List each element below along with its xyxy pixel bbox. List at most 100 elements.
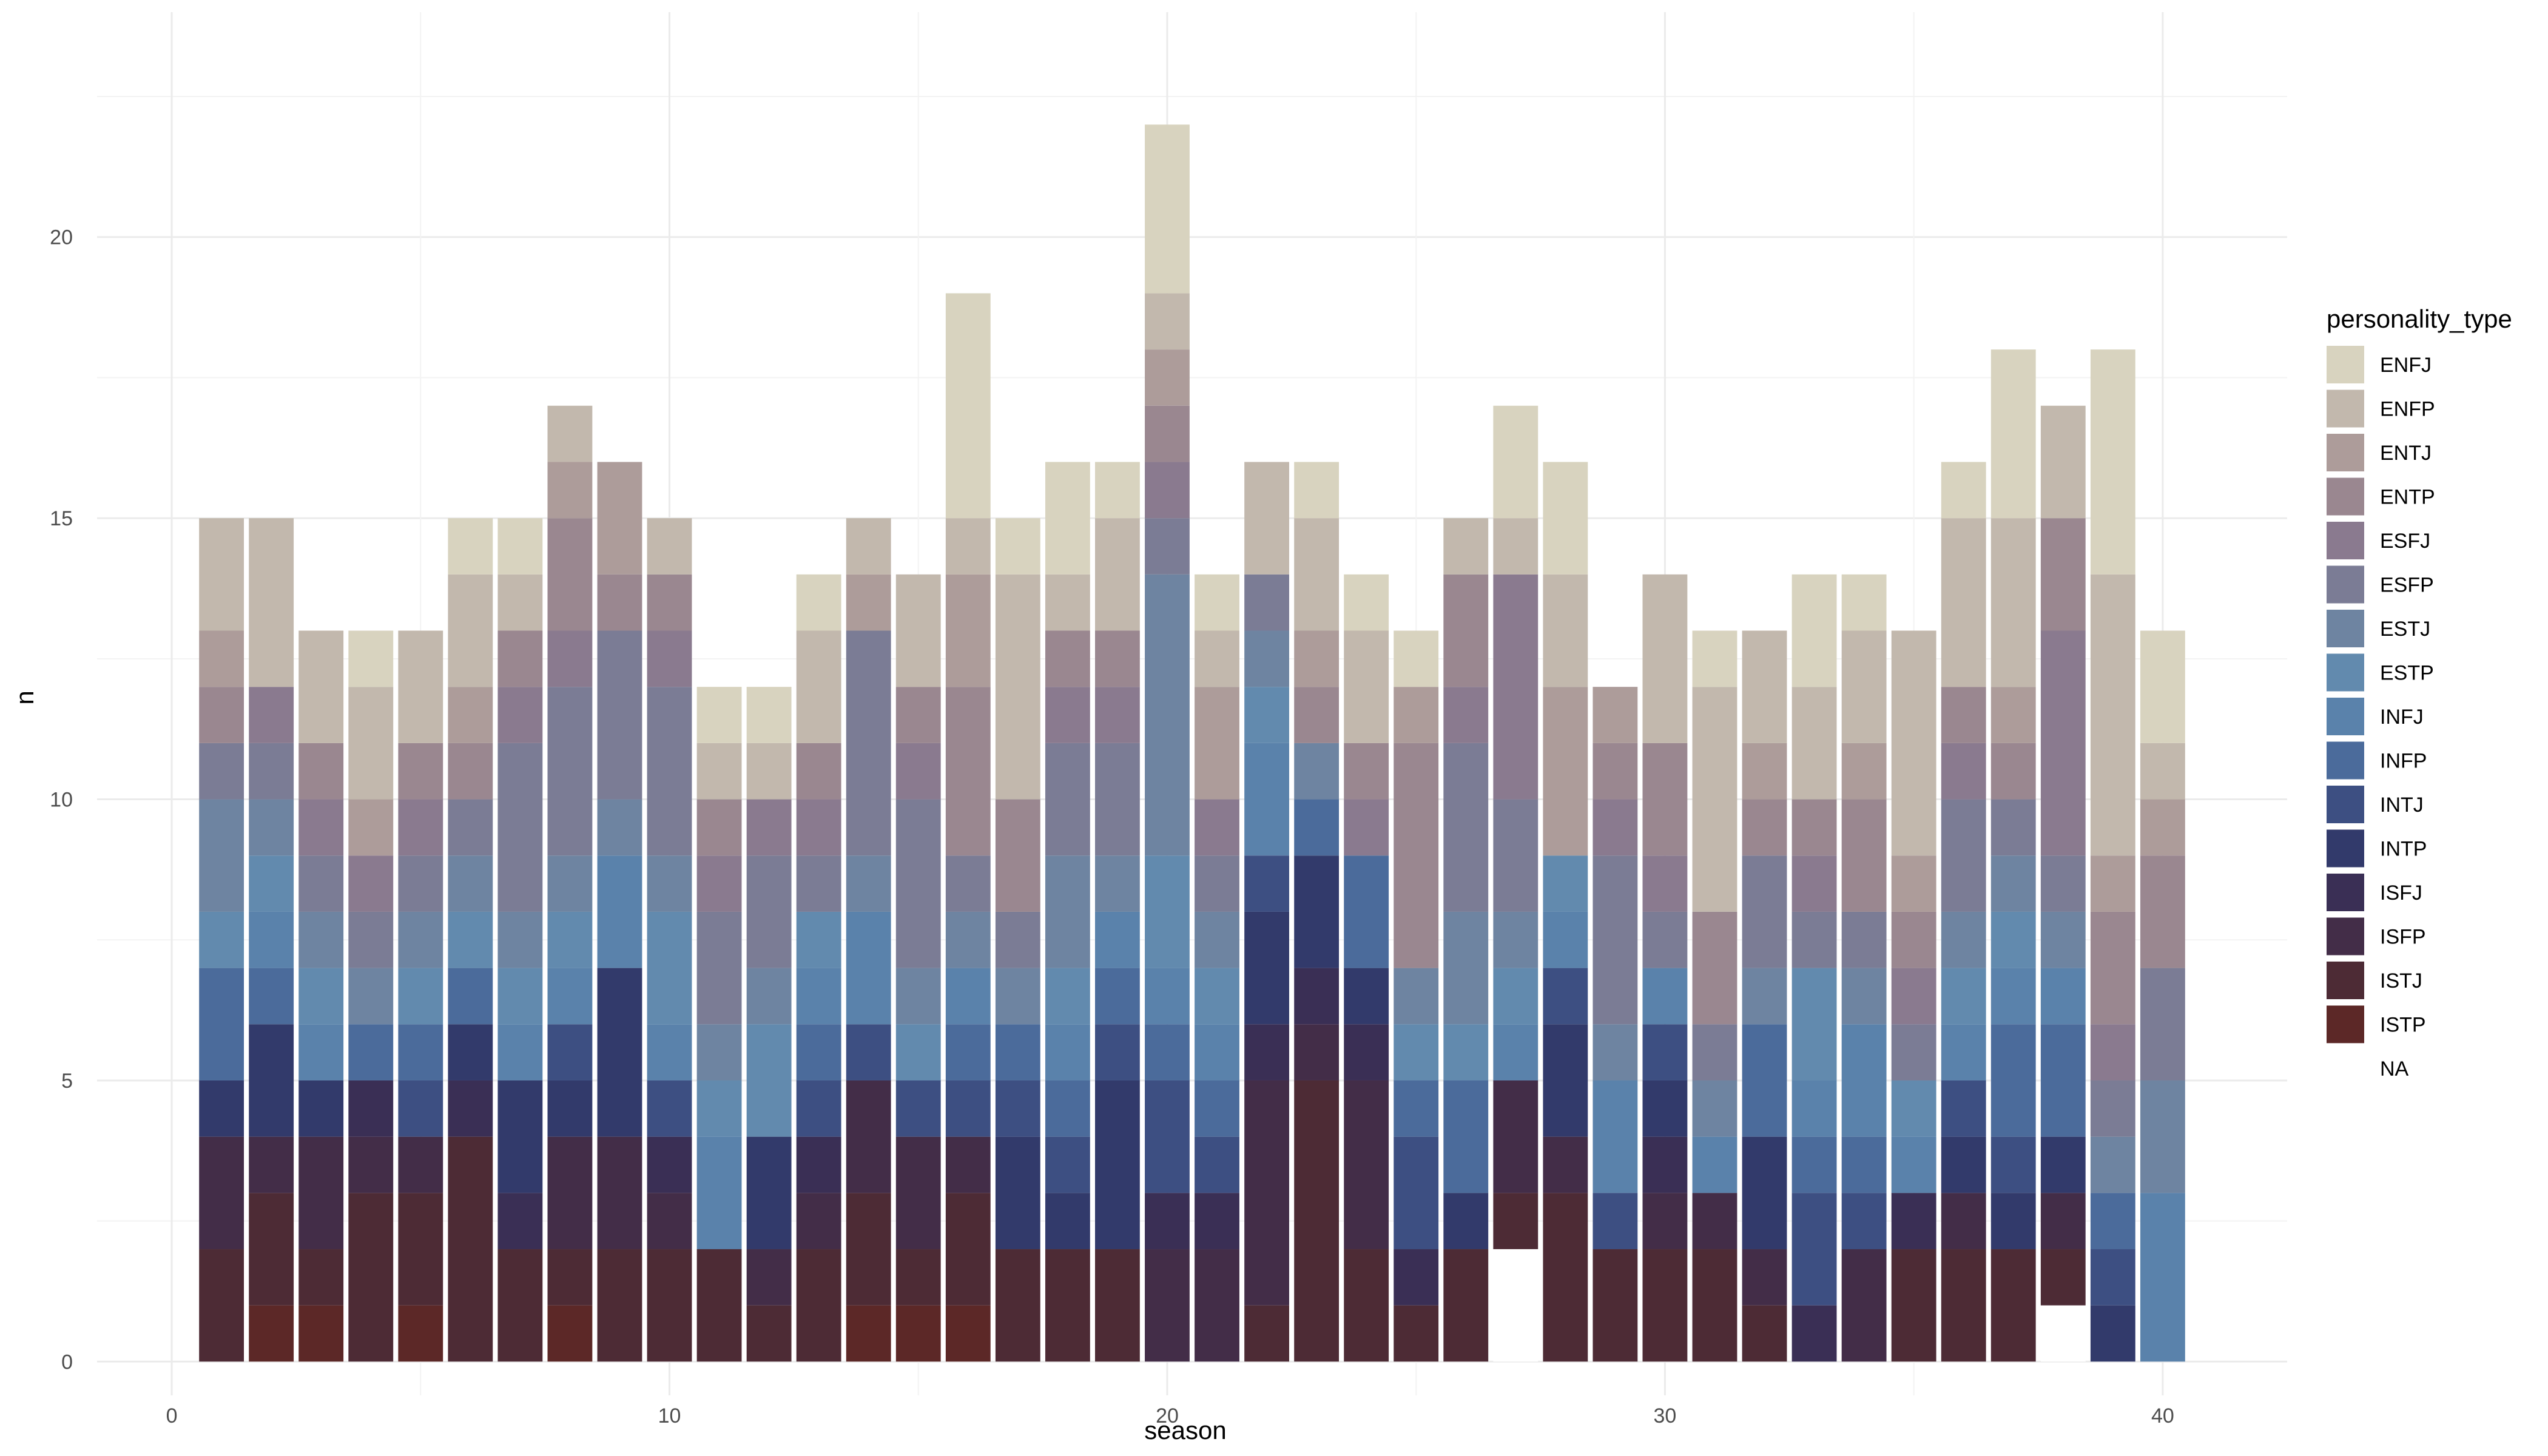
bar-segment-entp-season-15: [895, 687, 941, 743]
bar-segment-estp-season-36: [1941, 968, 1986, 1025]
bar-segment-enfp-season-39: [2090, 574, 2135, 856]
bar-segment-intp-season-26: [1443, 1193, 1489, 1250]
bar-segment-isfj-season-10: [647, 1136, 692, 1193]
bar-segment-istj-season-7: [497, 1249, 543, 1362]
bar-segment-isfj-season-24: [1344, 1024, 1389, 1080]
bar-segment-istj-season-25: [1394, 1305, 1439, 1362]
bar-segment-infp-season-5: [398, 1024, 443, 1080]
bar-segment-infp-season-25: [1394, 1080, 1439, 1137]
bar-segment-esfp-season-7: [497, 743, 543, 912]
bar-segment-entp-season-31: [1692, 911, 1737, 1025]
bar-segment-esfj-season-7: [497, 687, 543, 743]
bar-segment-enfp-season-38: [2040, 405, 2086, 519]
bar-segment-estj-season-16: [945, 911, 991, 968]
bar-segment-infj-season-33: [1791, 1080, 1837, 1137]
bar-segment-enfp-season-34: [1841, 630, 1887, 743]
bar-segment-estp-season-20: [1145, 855, 1190, 968]
bar-segment-entj-season-35: [1891, 855, 1936, 912]
bar-segment-entj-season-16: [945, 574, 991, 687]
bar-segment-esfp-season-6: [448, 799, 493, 856]
bar-segment-infj-season-31: [1692, 1136, 1737, 1193]
bar-segment-istj-season-4: [348, 1193, 394, 1362]
bar-segment-estj-season-32: [1742, 968, 1787, 1025]
bar-segment-infj-season-28: [1543, 911, 1588, 968]
bar-segment-infp-season-32: [1742, 1024, 1787, 1137]
bar-segment-istj-season-35: [1891, 1249, 1936, 1362]
bar-segment-infp-season-33: [1791, 1136, 1837, 1193]
bar-segment-enfj-season-12: [746, 687, 792, 743]
bar-segment-intj-season-29: [1592, 1193, 1638, 1250]
bar-segment-istj-season-22: [1244, 1305, 1289, 1362]
bar-segment-intp-season-18: [1045, 1193, 1090, 1250]
bar-segment-estj-season-36: [1941, 911, 1986, 968]
bar-segment-entj-season-23: [1294, 630, 1340, 687]
bar-segment-esfp-season-1: [199, 743, 244, 800]
bar-segment-enfp-season-4: [348, 687, 394, 800]
bar-segment-estj-season-9: [597, 799, 642, 856]
bar-segment-isfp-season-13: [796, 1193, 841, 1250]
bar-segment-estj-season-18: [1045, 855, 1090, 968]
bar-segment-entj-season-37: [1990, 687, 2036, 743]
bar-segment-enfp-season-35: [1891, 630, 1936, 856]
bar-segment-istj-season-14: [846, 1193, 891, 1306]
bar-segment-enfj-season-24: [1344, 574, 1389, 631]
bar-segment-esfj-season-4: [348, 855, 394, 912]
bar-segment-esfj-season-15: [895, 743, 941, 800]
bar-segment-infj-season-10: [647, 1024, 692, 1080]
bar-segment-estj-season-31: [1692, 1080, 1737, 1137]
bar-segment-istj-season-1: [199, 1249, 244, 1362]
bar-segment-esfp-season-15: [895, 799, 941, 968]
bar-segment-esfp-season-30: [1642, 911, 1688, 968]
bar-segment-esfj-season-13: [796, 799, 841, 856]
bar-segment-enfp-season-36: [1941, 518, 1986, 687]
bar-segment-estj-season-10: [647, 855, 692, 912]
bar-segment-estj-season-17: [995, 968, 1040, 1025]
bar-segment-istj-season-24: [1344, 1249, 1389, 1362]
bar-segment-estp-season-3: [298, 968, 344, 1025]
bar-segment-intp-season-1: [199, 1080, 244, 1137]
bar-segment-entp-season-5: [398, 743, 443, 800]
bar-segment-intj-season-15: [895, 1080, 941, 1137]
bar-segment-istj-season-8: [547, 1249, 593, 1306]
bar-segment-enfp-season-2: [249, 518, 294, 687]
bar-segment-estp-season-11: [696, 1080, 742, 1137]
legend-label-isfp: ISFP: [2380, 926, 2426, 949]
bar-segment-entj-season-28: [1543, 687, 1588, 856]
bar-segment-entj-season-39: [2090, 855, 2135, 912]
bar-segment-istj-season-9: [597, 1249, 642, 1362]
bar-segment-enfp-season-21: [1195, 630, 1239, 687]
bar-segment-enfj-season-25: [1394, 630, 1439, 687]
bar-segment-entp-season-18: [1045, 630, 1090, 687]
bar-segment-esfj-season-27: [1493, 574, 1539, 800]
bar-segment-infp-season-34: [1841, 1136, 1887, 1193]
bar-segment-istp-season-3: [298, 1305, 344, 1362]
x-tick-label: 30: [1654, 1404, 1677, 1427]
bar-segment-estj-season-11: [696, 1024, 742, 1080]
bar-segment-infj-season-27: [1493, 1024, 1539, 1080]
bar-segment-esfp-season-21: [1195, 855, 1239, 912]
bar-segment-entp-season-33: [1791, 799, 1837, 856]
bar-segment-enfp-season-1: [199, 518, 244, 631]
bar-segment-infj-season-7: [497, 1024, 543, 1080]
legend-key-entp: [2327, 477, 2364, 516]
bar-segment-estj-season-38: [2040, 911, 2086, 968]
bar-segment-enfp-season-5: [398, 630, 443, 743]
legend-key-esfj: [2327, 522, 2364, 559]
bar-segment-estj-season-23: [1294, 743, 1340, 800]
bar-segment-infp-season-23: [1294, 799, 1340, 856]
bar-segment-infp-season-38: [2040, 1024, 2086, 1137]
bar-segment-infp-season-16: [945, 1024, 991, 1080]
bar-segment-intj-season-13: [796, 1080, 841, 1137]
bar-segment-istj-season-18: [1045, 1249, 1090, 1362]
legend-label-estp: ESTP: [2380, 662, 2434, 685]
bar-segment-esfp-season-11: [696, 911, 742, 1025]
bar-segment-intj-season-28: [1543, 968, 1588, 1025]
bar-segment-enfp-season-10: [647, 518, 692, 575]
bar-segment-enfj-season-6: [448, 518, 493, 575]
bar-segment-intp-season-9: [597, 968, 642, 1137]
bar-segment-enfp-season-3: [298, 630, 344, 743]
bar-segment-isfp-season-27: [1493, 1080, 1539, 1193]
bar-segment-istj-season-37: [1990, 1249, 2036, 1362]
legend-key-esfp: [2327, 565, 2364, 604]
bar-segment-istj-season-19: [1095, 1249, 1140, 1362]
